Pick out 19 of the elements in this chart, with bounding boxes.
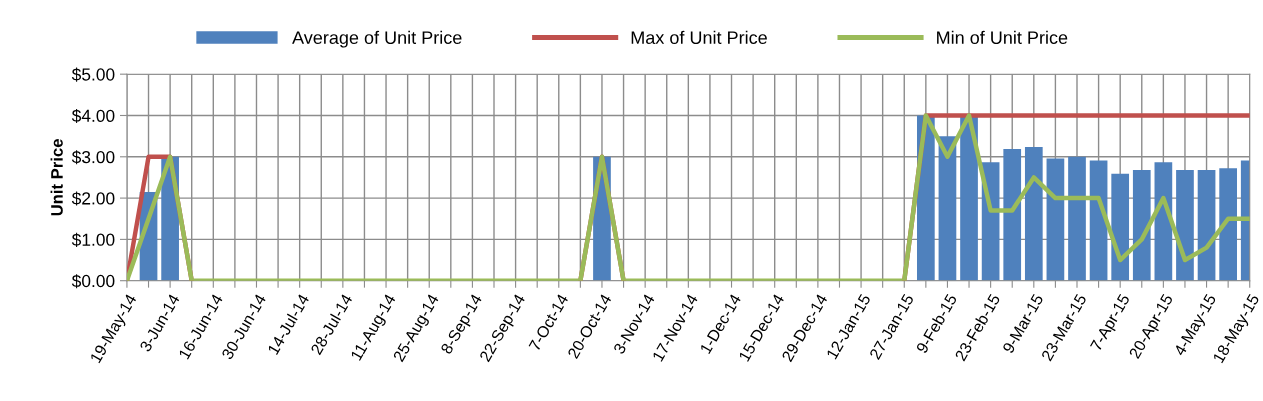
bar [1046, 158, 1065, 281]
y-tick-label: $4.00 [71, 108, 115, 123]
y-tick-label: $2.00 [71, 191, 115, 206]
bar [1176, 170, 1194, 281]
y-axis-title: Unit Price [50, 139, 63, 216]
y-tick-label: $3.00 [71, 150, 115, 165]
bar [1024, 146, 1043, 281]
bar [1003, 148, 1022, 281]
legend-label: Average of Unit Price [292, 30, 462, 48]
bar [1197, 170, 1216, 281]
legend-label: Min of Unit Price [937, 30, 1068, 45]
y-tick-label: $0.00 [71, 274, 115, 289]
y-tick-label: $5.00 [71, 67, 115, 82]
bar [1219, 168, 1237, 281]
bar [1132, 170, 1151, 281]
bar [1068, 156, 1086, 281]
legend-label: Max of Unit Price [631, 30, 767, 45]
bar [1111, 173, 1130, 281]
y-tick-label: $1.00 [71, 232, 115, 247]
